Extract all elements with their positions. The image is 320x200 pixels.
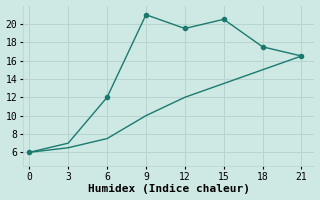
X-axis label: Humidex (Indice chaleur): Humidex (Indice chaleur) xyxy=(88,184,250,194)
